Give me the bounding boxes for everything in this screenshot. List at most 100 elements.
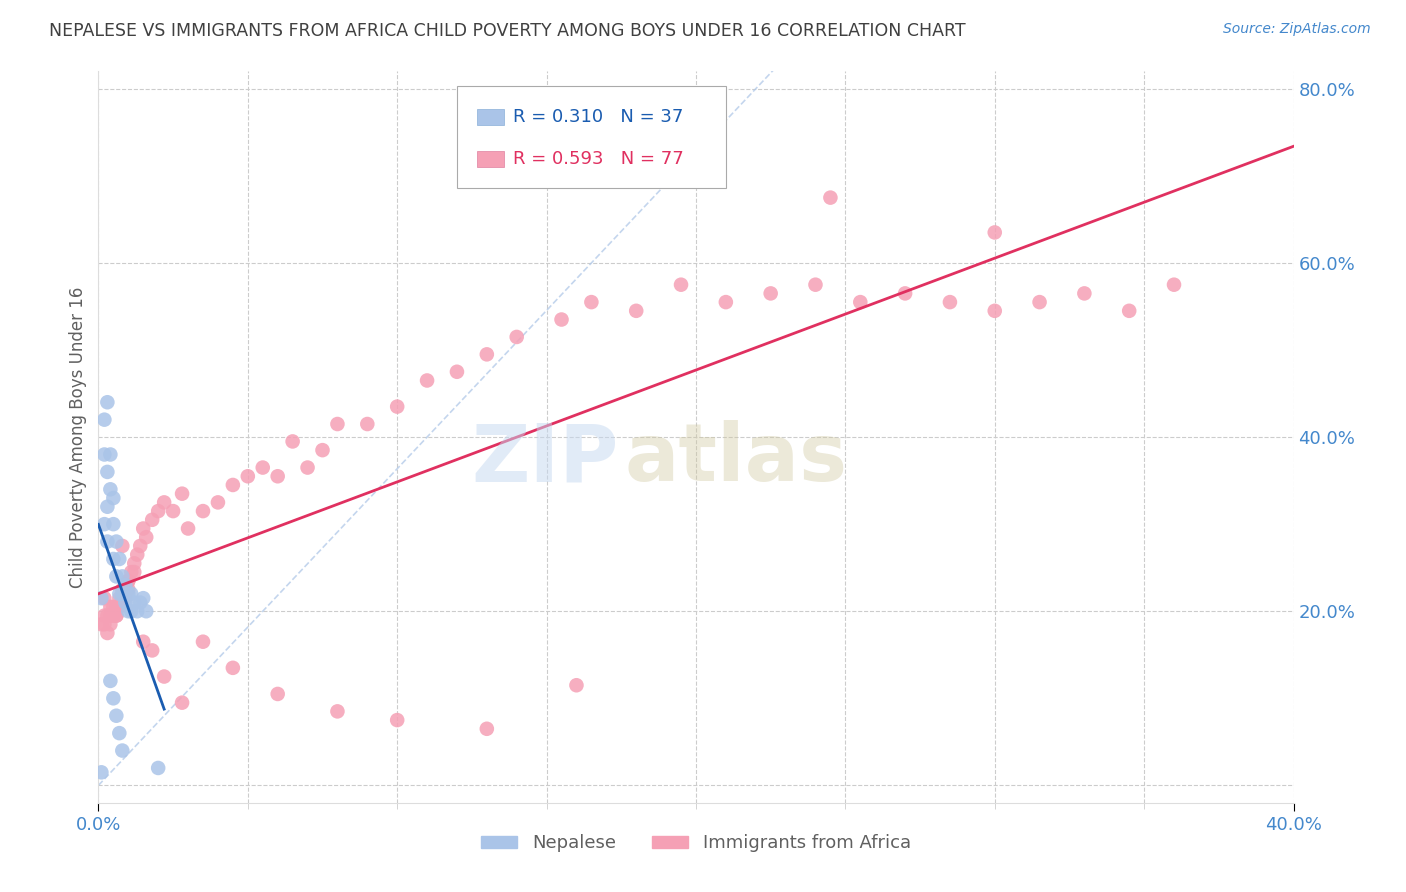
Point — [93, 617, 115, 632]
Point — [416, 374, 439, 388]
Legend: Nepalese, Immigrants from Africa: Nepalese, Immigrants from Africa — [474, 827, 918, 860]
Point — [114, 595, 136, 609]
Point — [581, 295, 603, 310]
Point — [103, 552, 125, 566]
Point — [135, 530, 157, 544]
Point — [105, 608, 128, 623]
Point — [984, 303, 1007, 318]
Point — [172, 696, 194, 710]
Point — [153, 669, 176, 683]
Point — [96, 500, 118, 514]
Point — [103, 608, 125, 623]
Point — [93, 412, 115, 426]
Point — [103, 517, 125, 532]
Point — [98, 483, 122, 497]
Point — [108, 552, 131, 566]
Point — [849, 295, 872, 310]
Y-axis label: Child Poverty Among Boys Under 16: Child Poverty Among Boys Under 16 — [69, 286, 87, 588]
Point — [132, 521, 155, 535]
Point — [820, 191, 842, 205]
Point — [111, 582, 134, 597]
Point — [93, 591, 115, 606]
Point — [191, 634, 214, 648]
Point — [207, 495, 229, 509]
Point — [127, 604, 149, 618]
Point — [1028, 295, 1050, 310]
Point — [506, 330, 529, 344]
Point — [385, 400, 409, 414]
Text: R = 0.593   N = 77: R = 0.593 N = 77 — [513, 150, 683, 168]
Point — [172, 486, 194, 500]
FancyBboxPatch shape — [477, 110, 503, 126]
Point — [96, 395, 118, 409]
Point — [236, 469, 259, 483]
Point — [714, 295, 737, 310]
Point — [939, 295, 962, 310]
Point — [475, 722, 498, 736]
Point — [111, 591, 134, 606]
Point — [550, 312, 572, 326]
Point — [191, 504, 214, 518]
Point — [105, 608, 128, 623]
Point — [129, 539, 152, 553]
Point — [326, 705, 349, 719]
Point — [446, 365, 468, 379]
Point — [96, 465, 118, 479]
Point — [93, 448, 115, 462]
Point — [565, 678, 588, 692]
Point — [297, 460, 319, 475]
Point — [1118, 303, 1140, 318]
Point — [114, 578, 136, 592]
Point — [127, 548, 149, 562]
Point — [105, 708, 128, 723]
Point — [111, 569, 134, 583]
Point — [98, 617, 122, 632]
Point — [96, 608, 118, 623]
Point — [98, 448, 122, 462]
Point — [117, 587, 139, 601]
Point — [141, 643, 163, 657]
Point — [105, 534, 128, 549]
Point — [108, 726, 131, 740]
Point — [117, 574, 139, 588]
Point — [103, 491, 125, 505]
Point — [103, 691, 125, 706]
Text: ZIP: ZIP — [471, 420, 619, 498]
Point — [98, 608, 122, 623]
Point — [1073, 286, 1095, 301]
Point — [117, 574, 139, 588]
Point — [385, 713, 409, 727]
Point — [148, 504, 170, 518]
Point — [311, 443, 333, 458]
Point — [550, 152, 572, 166]
Point — [267, 687, 290, 701]
Point — [804, 277, 827, 292]
Point — [141, 513, 163, 527]
Point — [108, 599, 131, 614]
Point — [111, 587, 134, 601]
Point — [222, 661, 245, 675]
Point — [120, 604, 142, 618]
Point — [124, 557, 146, 571]
Point — [356, 417, 378, 431]
Point — [108, 591, 131, 606]
Point — [124, 565, 146, 579]
Point — [105, 569, 128, 583]
Text: R = 0.310   N = 37: R = 0.310 N = 37 — [513, 109, 683, 127]
Point — [90, 765, 112, 780]
Point — [103, 599, 125, 614]
Point — [93, 608, 115, 623]
Point — [132, 591, 155, 606]
Point — [117, 604, 139, 618]
Point — [177, 521, 200, 535]
Point — [117, 582, 139, 597]
Point — [326, 417, 349, 431]
Point — [96, 626, 118, 640]
FancyBboxPatch shape — [457, 86, 725, 188]
Text: Source: ZipAtlas.com: Source: ZipAtlas.com — [1223, 22, 1371, 37]
Point — [222, 478, 245, 492]
Point — [759, 286, 782, 301]
Point — [252, 460, 274, 475]
Point — [108, 587, 131, 601]
Text: NEPALESE VS IMMIGRANTS FROM AFRICA CHILD POVERTY AMONG BOYS UNDER 16 CORRELATION: NEPALESE VS IMMIGRANTS FROM AFRICA CHILD… — [49, 22, 966, 40]
